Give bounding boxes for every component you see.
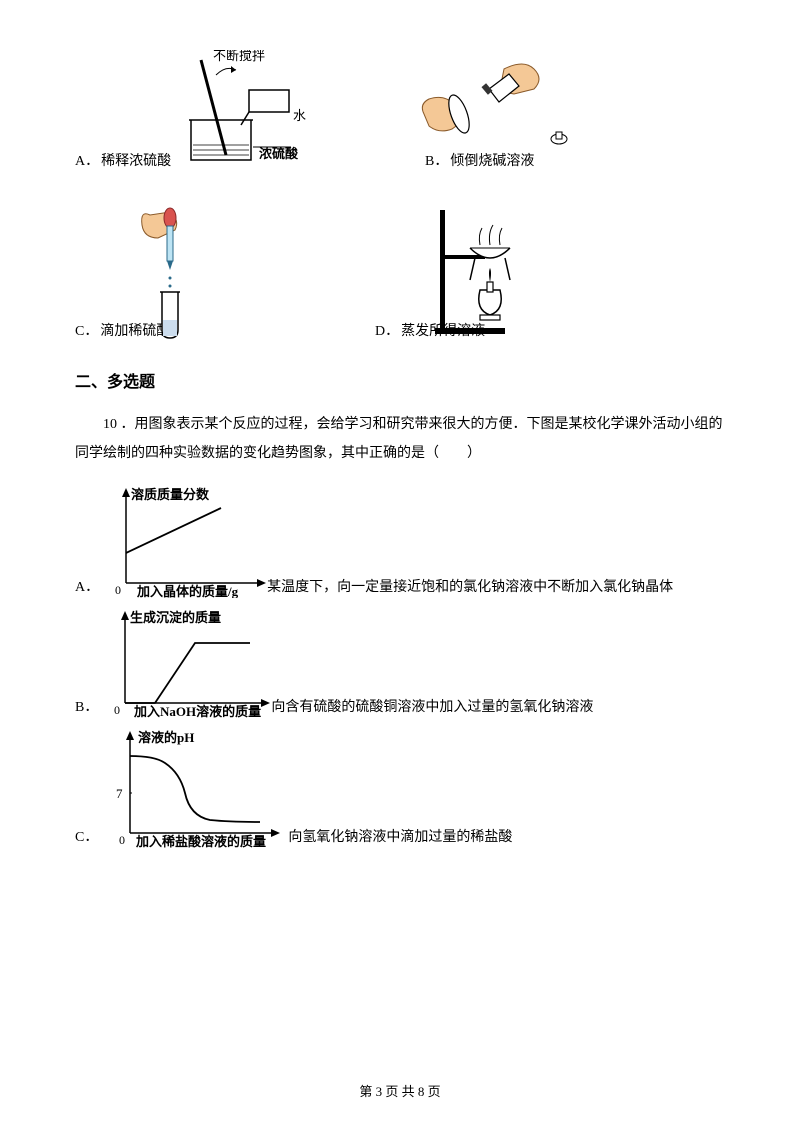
page-footer: 第 3 页 共 8 页 bbox=[0, 1081, 800, 1100]
chart-b-ylabel: 生成沉淀的质量 bbox=[130, 610, 221, 625]
chart-c-ylabel: 溶液的pH bbox=[138, 730, 194, 745]
option-a-block: A． 稀释浓硫酸 不断搅拌 水 浓硫酸 bbox=[75, 50, 405, 170]
chart-b-row: B． 生成沉淀的质量 0 加入NaOH溶液的质量 向含有硫酸的硫酸铜溶液中加入过… bbox=[75, 608, 725, 718]
diagram-dilute-acid: 不断搅拌 水 浓硫酸 bbox=[171, 50, 321, 170]
diagram-dropper bbox=[130, 200, 220, 340]
chart-a-origin: 0 bbox=[115, 583, 121, 597]
option-a-text: 稀释浓硫酸 bbox=[101, 150, 171, 170]
chart-b: 生成沉淀的质量 0 加入NaOH溶液的质量 bbox=[100, 608, 275, 718]
question-10: 10 ．用图象表示某个反应的过程，会给学习和研究带来很大的方便．下图是某校化学课… bbox=[75, 410, 725, 469]
chart-c-xlabel: 加入稀盐酸溶液的质量 bbox=[135, 834, 266, 848]
chart-a-letter: A． bbox=[75, 576, 99, 596]
chart-c: 7 溶液的pH 0 加入稀盐酸溶液的质量 bbox=[100, 728, 290, 848]
label-stir: 不断搅拌 bbox=[213, 50, 265, 63]
chart-c-row: C． 7 溶液的pH 0 加入稀盐酸溶液的质量 向氢氧化钠溶液中滴加过量的稀盐酸 bbox=[75, 728, 725, 848]
label-water: 水 bbox=[293, 108, 306, 123]
options-row-2: C． 滴加稀硫酸 D． 蒸发所得溶液 bbox=[75, 200, 725, 340]
option-c-letter: C． bbox=[75, 320, 98, 340]
diagram-pour-alkali bbox=[414, 54, 574, 154]
chart-a-xlabel: 加入晶体的质量/g bbox=[136, 584, 239, 598]
diagram-evaporate bbox=[425, 200, 555, 340]
option-b-block: B． 倾倒烧碱溶液 bbox=[425, 54, 574, 170]
chart-c-origin: 0 bbox=[119, 833, 125, 847]
label-acid: 浓硫酸 bbox=[259, 146, 299, 161]
chart-a-ylabel: 溶质质量分数 bbox=[131, 487, 210, 502]
question-10-number: 10 ． bbox=[103, 417, 135, 432]
section-2-header: 二、多选题 bbox=[75, 368, 725, 392]
chart-b-text: 向含有硫酸的硫酸铜溶液中加入过量的氢氧化钠溶液 bbox=[271, 696, 593, 716]
chart-b-xlabel: 加入NaOH溶液的质量 bbox=[133, 704, 261, 718]
chart-b-letter: B． bbox=[75, 696, 98, 716]
chart-a-text: 某温度下，向一定量接近饱和的氯化钠溶液中不断加入氯化钠晶体 bbox=[267, 576, 673, 596]
chart-c-letter: C． bbox=[75, 826, 98, 846]
chart-a: 溶质质量分数 0 加入晶体的质量/g bbox=[101, 483, 271, 598]
options-row-1: A． 稀释浓硫酸 不断搅拌 水 浓硫酸 B． 倾倒烧碱溶液 bbox=[75, 50, 725, 170]
chart-a-row: A． 溶质质量分数 0 加入晶体的质量/g 某温度下，向一定量接近饱和的氯化钠溶… bbox=[75, 483, 725, 598]
chart-c-seven: 7 bbox=[116, 786, 123, 801]
option-a-letter: A． bbox=[75, 150, 99, 170]
option-d-block: D． 蒸发所得溶液 bbox=[375, 200, 555, 340]
chart-b-origin: 0 bbox=[114, 703, 120, 717]
option-d-letter: D． bbox=[375, 320, 399, 340]
chart-c-text: 向氢氧化钠溶液中滴加过量的稀盐酸 bbox=[288, 826, 512, 846]
question-10-text: 用图象表示某个反应的过程，会给学习和研究带来很大的方便．下图是某校化学课外活动小… bbox=[75, 417, 723, 461]
option-c-block: C． 滴加稀硫酸 bbox=[75, 200, 375, 340]
